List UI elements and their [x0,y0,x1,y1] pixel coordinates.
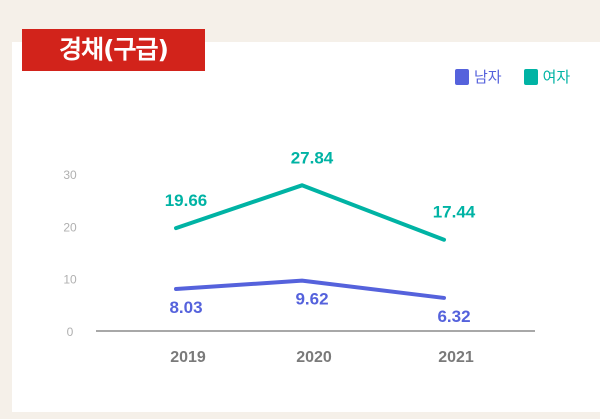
data-label: 6.32 [437,307,470,326]
x-tick-label: 2019 [170,349,206,366]
y-tick-label: 0 [67,325,74,339]
legend-label-female: 여자 [542,68,571,86]
series-line-male [174,278,446,300]
x-tick-label: 2020 [296,349,332,366]
y-tick-label: 20 [63,220,77,234]
x-tick-label: 2021 [438,349,474,366]
data-label: 27.84 [291,148,334,167]
legend-item-female: 여자 [523,66,571,87]
y-tick-label: 30 [63,168,77,182]
legend: 남자 여자 [455,66,592,87]
data-label: 17.44 [433,203,476,222]
legend-item-male: 남자 [455,66,502,87]
legend-label-male: 남자 [474,68,502,86]
series-line-female [174,183,446,242]
chart-title-badge: 경채(구급) [22,29,205,71]
data-label: 9.62 [295,290,328,309]
data-label: 19.66 [165,191,208,210]
legend-swatch-female [523,68,538,85]
y-tick-label: 10 [63,273,77,287]
chart-card [12,42,600,412]
legend-swatch-male [455,68,469,85]
data-label: 8.03 [169,298,202,317]
